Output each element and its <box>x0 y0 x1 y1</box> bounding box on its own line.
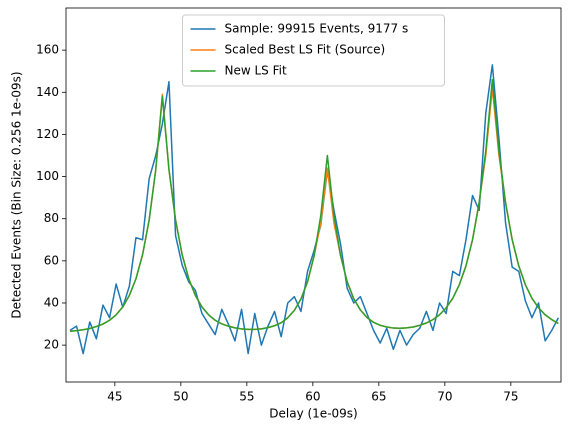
y-tick-label: 120 <box>36 127 59 141</box>
legend-label: Scaled Best LS Fit (Source) <box>225 43 386 57</box>
legend-label: New LS Fit <box>225 64 287 78</box>
x-tick-label: 45 <box>107 390 122 404</box>
y-tick-label: 160 <box>36 43 59 57</box>
y-tick-label: 100 <box>36 169 59 183</box>
y-tick-label: 60 <box>44 253 59 267</box>
legend-box <box>182 14 445 87</box>
x-axis-label: Delay (1e-09s) <box>269 407 357 421</box>
x-tick-label: 65 <box>371 390 386 404</box>
x-tick-label: 70 <box>437 390 452 404</box>
legend-label: Sample: 99915 Events, 9177 s <box>225 22 409 36</box>
x-tick-label: 75 <box>503 390 518 404</box>
series-line <box>69 64 560 355</box>
x-tick-label: 50 <box>173 390 188 404</box>
y-tick-label: 80 <box>44 211 59 225</box>
y-tick-label: 140 <box>36 85 59 99</box>
plot-lines <box>69 64 560 355</box>
y-tick-label: 20 <box>44 338 59 352</box>
y-axis-label: Detected Events (Bin Size: 0.256 1e-09s) <box>10 71 24 318</box>
x-tick-label: 60 <box>305 390 320 404</box>
y-tick-label: 40 <box>44 295 59 309</box>
plot-frame <box>65 7 562 383</box>
x-tick-label: 55 <box>239 390 254 404</box>
series-line <box>69 78 559 332</box>
